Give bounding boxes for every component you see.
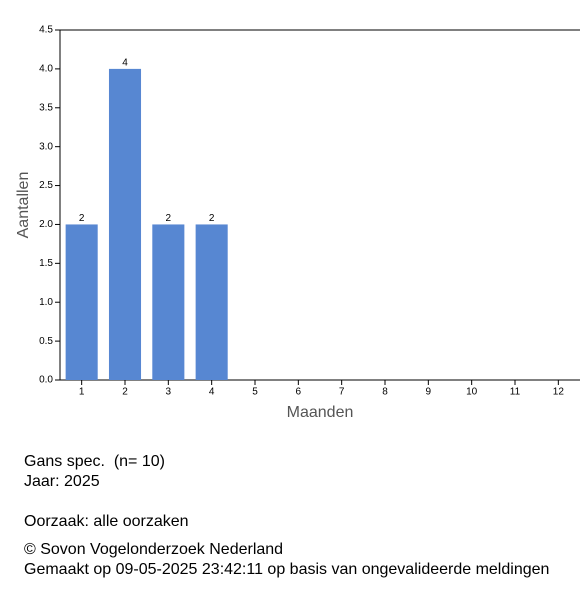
y-tick-label: 4.0 [39,64,53,75]
generated-line: Gemaakt op 09-05-2025 23:42:11 op basis … [24,561,550,578]
x-tick-label: 1 [79,387,85,398]
y-tick-label: 2.0 [39,219,53,230]
bar [195,224,228,380]
x-tick-label: 8 [382,387,388,398]
x-axis-title: Maanden [287,404,354,421]
species-line: Gans spec. (n= 10) [24,453,165,470]
y-tick-label: 2.5 [39,180,53,191]
data-label: 2 [209,213,215,224]
y-tick-label: 4.5 [39,25,53,36]
x-tick-label: 10 [466,387,478,398]
x-tick-label: 6 [296,387,302,398]
y-tick-label: 3.5 [39,102,53,113]
y-tick-label: 1.5 [39,258,53,269]
year-line: Jaar: 2025 [24,473,100,490]
y-tick-label: 0.0 [39,375,53,386]
data-label: 2 [79,213,85,224]
x-tick-label: 4 [209,387,215,398]
copyright-line: © Sovon Vogelonderzoek Nederland [24,541,284,558]
x-tick-label: 11 [510,387,521,398]
y-tick-label: 1.0 [39,297,53,308]
y-tick-label: 3.0 [39,141,53,152]
bar [65,224,98,380]
chart: Maanden Aantallen 0.0 0.5 1.0 1.5 2.0 2.5 3.0 3… [15,25,580,421]
x-tick-label: 5 [252,387,258,398]
y-axis-title: Aantallen [15,172,32,239]
bar [108,68,142,380]
data-label: 4 [122,58,128,69]
y-tick-label: 0.5 [39,336,53,347]
x-tick-label: 9 [426,387,432,398]
cause-line: Oorzaak: alle oorzaken [24,513,189,530]
info-block: Gans spec. (n= 10) Jaar: 2025 Oorzaak: a… [24,452,549,580]
x-tick-label: 2 [122,387,128,398]
bar [152,224,185,380]
data-label: 2 [166,213,172,224]
x-tick-label: 7 [339,387,345,398]
x-tick-label: 12 [553,387,565,398]
x-tick-label: 3 [166,387,172,398]
